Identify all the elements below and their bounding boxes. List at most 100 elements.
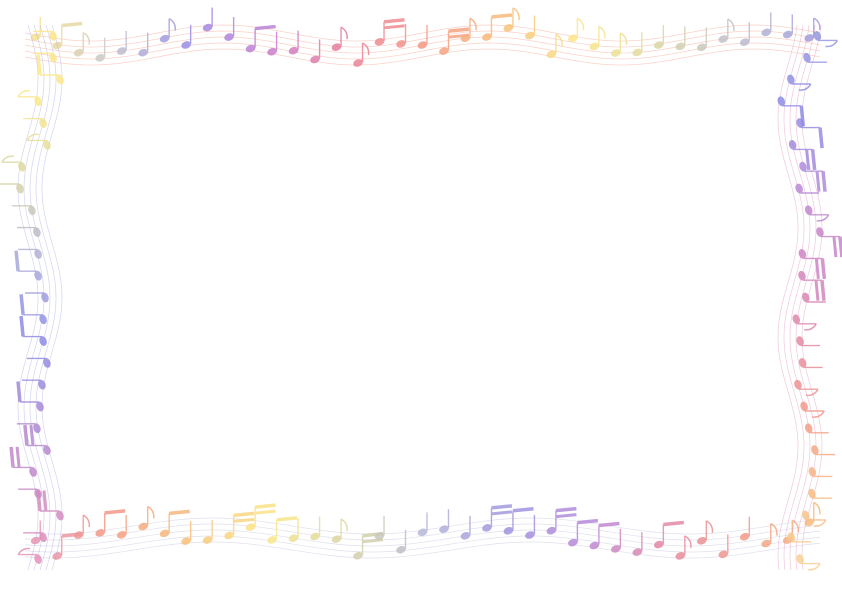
note-flag <box>804 323 817 331</box>
note-head <box>267 536 277 544</box>
note-head <box>525 31 535 40</box>
note-beam <box>23 424 29 446</box>
note-flag <box>340 518 348 532</box>
note-head <box>56 510 64 521</box>
note-head <box>245 44 256 53</box>
music-note <box>202 7 213 32</box>
music-note <box>653 25 665 49</box>
note-head <box>73 531 84 539</box>
music-note <box>788 140 817 171</box>
note-beam <box>168 509 190 516</box>
music-note <box>52 21 83 50</box>
music-note <box>796 118 824 149</box>
music-note <box>611 528 622 553</box>
note-head <box>787 74 795 85</box>
music-note <box>267 516 298 544</box>
music-note <box>23 532 47 543</box>
note-beam <box>42 490 48 512</box>
note-head <box>653 540 664 549</box>
music-note <box>503 507 534 535</box>
music-note <box>331 518 348 543</box>
note-head <box>804 423 813 434</box>
note-head <box>43 445 51 455</box>
music-note <box>460 515 471 540</box>
note-head <box>288 534 299 542</box>
music-note <box>804 205 830 222</box>
music-note <box>159 17 177 43</box>
note-beam <box>448 27 470 33</box>
staff-line <box>24 48 821 66</box>
note-head <box>796 336 804 346</box>
note-beam <box>19 294 25 315</box>
note-beam <box>233 511 255 518</box>
music-note <box>23 117 47 128</box>
note-head <box>52 552 63 560</box>
note-head <box>29 467 37 477</box>
staff-line <box>789 24 811 571</box>
note-head <box>33 423 41 434</box>
note-head <box>503 526 514 535</box>
note-head <box>439 525 449 533</box>
note-head <box>460 34 471 42</box>
music-note <box>374 18 405 46</box>
left-staff <box>0 24 64 571</box>
note-head <box>396 545 406 554</box>
note-head <box>798 270 806 281</box>
note-head <box>796 118 804 128</box>
note-head <box>718 35 729 43</box>
music-note <box>19 315 47 346</box>
music-note <box>9 446 37 477</box>
note-flag <box>805 388 819 397</box>
note-head <box>803 52 811 63</box>
music-note <box>675 535 692 560</box>
note-head <box>546 526 557 535</box>
staff-line <box>41 24 63 571</box>
staff-line <box>777 24 799 571</box>
note-flag <box>727 18 735 32</box>
note-beam <box>19 315 25 337</box>
music-note <box>11 205 36 216</box>
music-note <box>288 518 299 542</box>
music-note <box>589 25 606 51</box>
note-flag <box>340 26 348 40</box>
note-beam <box>491 504 513 510</box>
music-note <box>802 292 826 303</box>
note-head <box>30 33 41 41</box>
note-flag <box>705 520 714 533</box>
note-head <box>482 33 492 41</box>
note-head <box>792 314 801 325</box>
note-head <box>34 249 42 259</box>
music-note <box>36 490 64 521</box>
note-head <box>808 467 817 477</box>
music-note <box>804 423 829 434</box>
music-note <box>374 515 385 540</box>
music-note <box>73 31 91 57</box>
note-flag <box>619 32 628 46</box>
staff-line <box>24 523 821 541</box>
music-note <box>653 520 685 549</box>
note-beam <box>61 21 83 28</box>
music-note <box>224 511 255 540</box>
note-beam <box>821 171 827 192</box>
staff-line <box>35 24 57 571</box>
note-beam <box>16 381 22 403</box>
staff-line <box>29 24 51 571</box>
note-head <box>49 52 57 63</box>
note-head <box>568 34 578 43</box>
note-head <box>33 227 41 237</box>
music-note <box>761 522 778 548</box>
music-note <box>718 18 735 43</box>
music-note <box>804 501 821 527</box>
right-staff <box>777 24 842 571</box>
note-beam <box>491 13 513 19</box>
note-flag <box>684 535 692 548</box>
music-note <box>396 23 407 48</box>
music-note <box>795 183 820 194</box>
note-flag <box>577 17 585 31</box>
note-flag <box>813 519 827 527</box>
music-note <box>417 512 428 537</box>
note-head <box>34 96 42 107</box>
note-head <box>41 292 49 303</box>
note-head <box>568 538 578 547</box>
note-head <box>787 532 796 543</box>
